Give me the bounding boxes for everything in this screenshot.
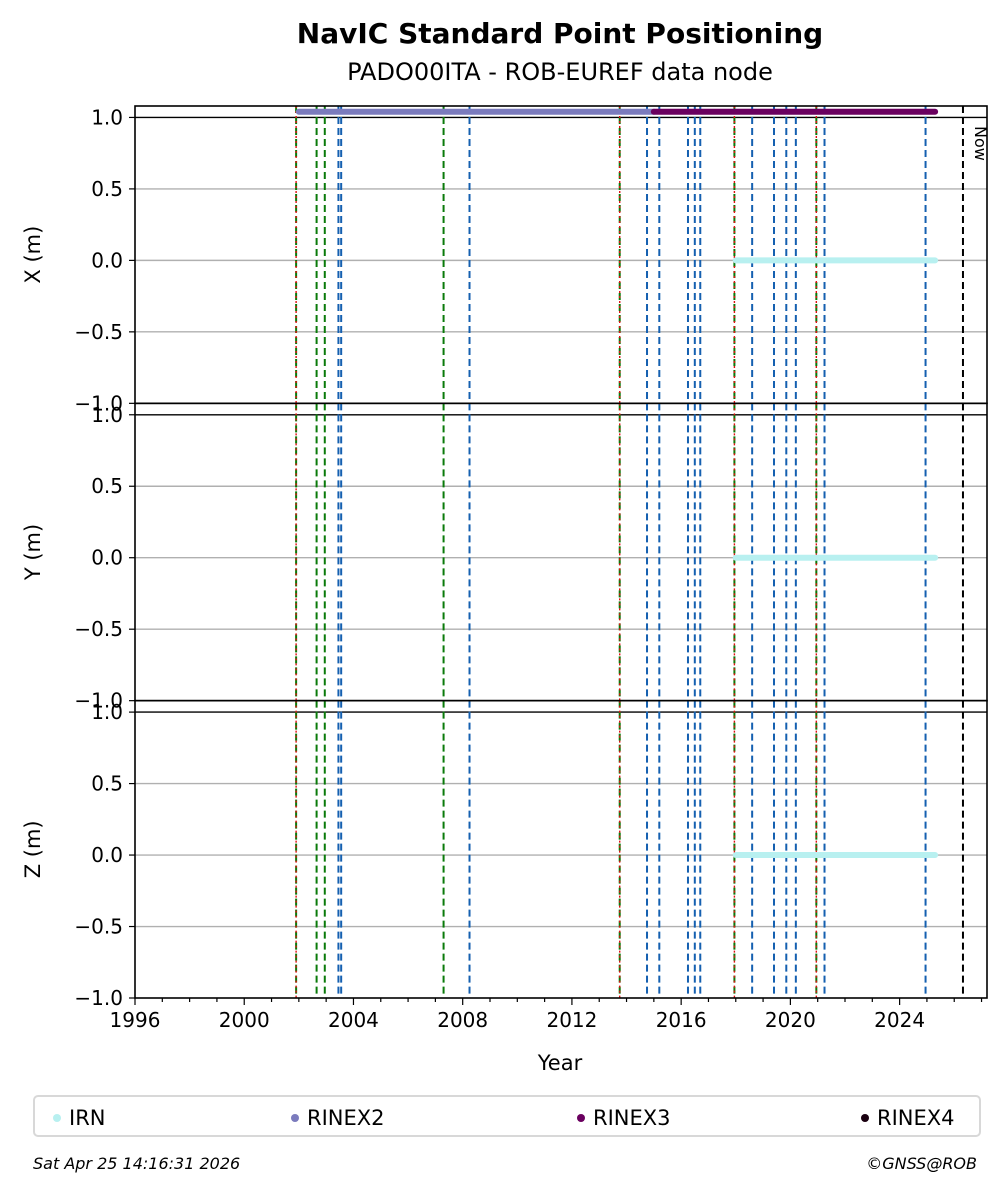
- chart-title: NavIC Standard Point Positioning: [297, 17, 823, 50]
- y-tick-label: 0.0: [91, 546, 123, 570]
- panel-frame: [134, 699, 988, 999]
- y-tick-label: −0.5: [74, 320, 123, 344]
- legend-label-rinex4: RINEX4: [877, 1106, 955, 1130]
- chart-canvas: NavIC Standard Point Positioning PADO00I…: [21, 17, 990, 1075]
- y-tick-label: −0.5: [74, 617, 123, 641]
- y-tick-label: 0.5: [91, 177, 123, 201]
- y-tick-label: 0.0: [91, 843, 123, 867]
- panel-0: −1.0 −0.5 0.0 0.5 1.0 Now X (m): [21, 105, 990, 415]
- x-tick-label: 2000: [219, 1008, 270, 1032]
- y-axis-label: Z (m): [21, 820, 45, 878]
- y-tick-label: −1.0: [74, 391, 123, 415]
- footer-credit: ©GNSS@ROB: [866, 1154, 977, 1173]
- chart-subtitle: PADO00ITA - ROB-EUREF data node: [347, 58, 773, 86]
- x-tick-label: 1996: [110, 1008, 161, 1032]
- legend-item-rinex3: RINEX3: [577, 1106, 671, 1130]
- legend-label-rinex3: RINEX3: [593, 1106, 671, 1130]
- legend-item-rinex2: RINEX2: [291, 1106, 385, 1130]
- now-label: Now: [971, 126, 990, 161]
- x-tick-label: 2012: [546, 1008, 597, 1032]
- panel-frame: [134, 402, 988, 702]
- x-tick-label: 2020: [765, 1008, 816, 1032]
- y-axis-label: Y (m): [21, 524, 45, 581]
- panel-1: −1.0 −0.5 0.0 0.5 1.0 Y (m): [21, 402, 988, 713]
- legend-marker-rinex4: [861, 1114, 869, 1122]
- y-axis-label: X (m): [21, 226, 45, 284]
- y-tick-label: −1.0: [74, 986, 123, 1010]
- y-tick-label: 1.0: [91, 700, 123, 724]
- footer-timestamp: Sat Apr 25 14:16:31 2026: [33, 1154, 241, 1173]
- legend: IRN RINEX2 RINEX3 RINEX4: [33, 1095, 981, 1137]
- legend-item-rinex4: RINEX4: [861, 1106, 955, 1130]
- legend-item-irn: IRN: [53, 1106, 106, 1130]
- legend-marker-rinex3: [577, 1114, 585, 1122]
- y-tick-label: 0.5: [91, 772, 123, 796]
- y-tick-label: 1.0: [91, 403, 123, 427]
- y-tick-label: −1.0: [74, 689, 123, 713]
- panel-2: −1.0 −0.5 0.0 0.5 1.0 Z (m): [21, 699, 988, 1010]
- x-tick-label: 2016: [656, 1008, 707, 1032]
- y-tick-label: 1.0: [91, 105, 123, 129]
- x-tick-label: 2004: [328, 1008, 379, 1032]
- y-tick-label: 0.5: [91, 474, 123, 498]
- legend-marker-rinex2: [291, 1114, 299, 1122]
- y-tick-label: −0.5: [74, 915, 123, 939]
- panel-frame: [134, 105, 988, 405]
- x-axis-label: Year: [537, 1051, 583, 1075]
- legend-marker-irn: [53, 1114, 61, 1122]
- legend-label-irn: IRN: [69, 1106, 106, 1130]
- x-tick-label: 2024: [874, 1008, 925, 1032]
- x-tick-label: 2008: [437, 1008, 488, 1032]
- legend-label-rinex2: RINEX2: [307, 1106, 385, 1130]
- y-tick-label: 0.0: [91, 248, 123, 272]
